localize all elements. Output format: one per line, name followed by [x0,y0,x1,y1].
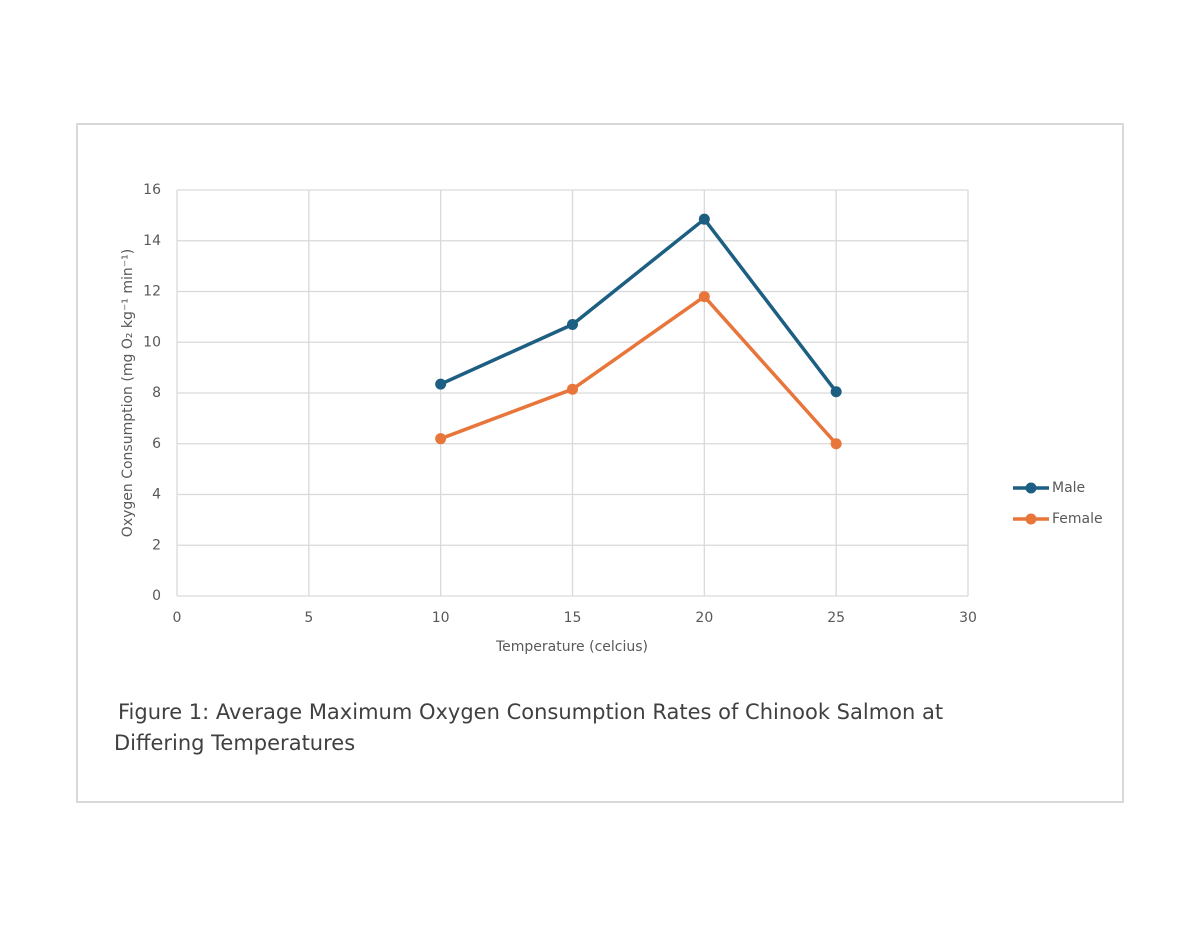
legend-label: Female [1052,511,1103,527]
data-point [567,318,578,330]
legend-marker [1025,513,1037,525]
y-tick-label: 16 [143,182,161,198]
data-point [435,433,447,445]
x-tick-label: 10 [432,610,450,626]
data-point [567,383,578,395]
chart-frame [76,123,1124,803]
data-point [698,291,710,303]
x-tick-label: 15 [564,610,582,626]
series-line [439,217,838,393]
y-tick-label: 10 [143,334,161,350]
y-tick-label: 14 [143,233,161,249]
legend-label: Male [1052,480,1085,496]
caption: Figure 1: Average Maximum Oxygen Consump… [114,700,944,755]
y-tick-label: 8 [152,385,161,401]
data-point [830,386,842,398]
legend-marker [1025,482,1037,494]
x-tick-label: 0 [173,610,182,626]
y-tick-label: 2 [152,537,161,553]
x-tick-label: 5 [304,610,313,626]
data-point [698,213,710,225]
y-axis-label: Oxygen Consumption (mg O₂ kg⁻¹ min⁻¹) [120,249,136,537]
y-tick-label: 12 [143,284,161,300]
x-axis-label: Temperature (celcius) [495,639,648,655]
y-tick-label: 0 [152,588,161,604]
y-tick-label: 4 [152,487,161,503]
x-tick-label: 20 [695,610,713,626]
x-tick-label: 30 [959,610,977,626]
y-tick-label: 6 [152,436,161,452]
data-point [435,378,447,390]
x-tick-label: 25 [827,610,845,626]
series-line [440,294,838,445]
data-point [830,438,842,450]
